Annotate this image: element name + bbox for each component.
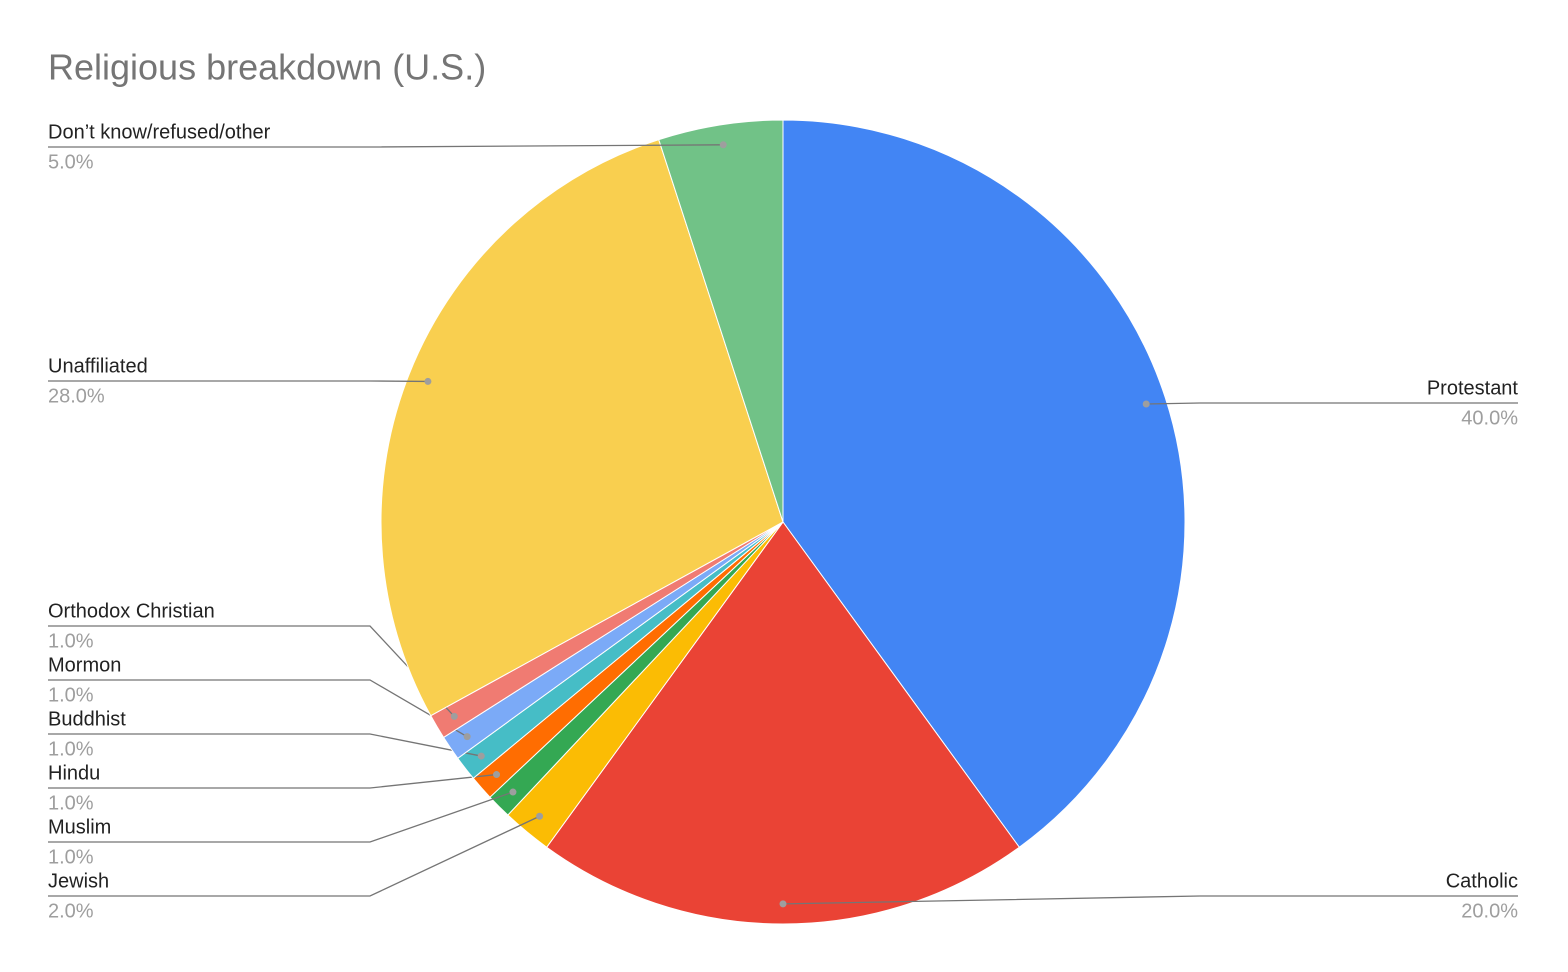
leader-dot [509,788,517,796]
slice-label: Jewish [48,870,109,892]
pie-slice [546,521,1020,925]
slice-value: 40.0% [1461,407,1518,429]
slice-label: Buddhist [48,708,126,730]
slice-label: Protestant [1427,377,1519,399]
pie-slice [782,119,1186,848]
slice-label: Mormon [48,654,121,676]
leader-dot [477,752,485,760]
slice-value: 28.0% [48,385,105,407]
slice-label: Muslim [48,816,111,838]
slice-value: 1.0% [48,792,94,814]
chart-title: Religious breakdown (U.S.) [48,47,486,88]
leader-dot [536,812,544,820]
pie-slice [380,139,784,717]
leader-dot [424,377,432,385]
slice-value: 1.0% [48,846,94,868]
slice-label: Orthodox Christian [48,600,215,622]
leader-line [48,791,514,843]
leader-dot [1142,400,1150,408]
leader-line [48,815,540,897]
slice-label: Hindu [48,762,100,784]
slice-value: 1.0% [48,684,94,706]
slice-value: 1.0% [48,738,94,760]
pie-slice [658,119,784,523]
slice-label: Catholic [1446,870,1518,892]
leader-dot [719,141,727,149]
slice-value: 1.0% [48,630,94,652]
slice-label: Don’t know/refused/other [48,121,271,143]
leader-line [48,144,724,148]
leader-line [1146,402,1518,405]
leader-dot [493,771,501,779]
slice-value: 5.0% [48,151,94,173]
leader-dot [450,712,458,720]
leader-line [782,895,1518,905]
leader-dot [463,733,471,741]
slice-label: Unaffiliated [48,355,148,377]
leader-dot [779,900,787,908]
slice-value: 2.0% [48,900,94,922]
leader-line [48,733,482,757]
slice-value: 20.0% [1461,900,1518,922]
leader-line [48,773,497,789]
